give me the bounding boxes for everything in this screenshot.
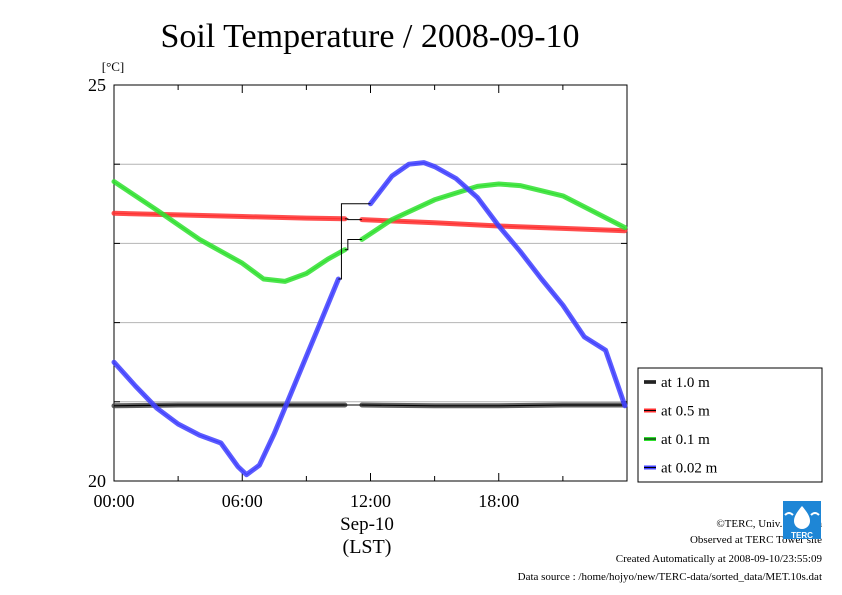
- series-core-3: [361, 183, 626, 240]
- y-tick-label: 20: [88, 471, 106, 491]
- x-axis-unit-label: (LST): [343, 536, 392, 558]
- series-core-1: [361, 404, 625, 407]
- legend-label: at 0.1 m: [661, 432, 710, 448]
- series-line-3: [111, 179, 348, 284]
- chart-title: Soil Temperature / 2008-09-10: [160, 18, 579, 55]
- x-tick-label: 06:00: [222, 491, 263, 511]
- legend-label: at 1.0 m: [661, 375, 710, 391]
- series-core-3: [113, 181, 346, 282]
- series-lines: [111, 160, 628, 478]
- data-source-text: Data source : /home/hojyo/new/TERC-data/…: [517, 571, 822, 583]
- x-ticks: 00:00 06:00 12:00 18:00: [93, 85, 628, 511]
- gap-connector: [344, 238, 362, 251]
- gridlines: [114, 163, 627, 403]
- gap-connector: [338, 203, 371, 280]
- legend-label: at 0.02 m: [661, 461, 718, 477]
- created-text: Created Automatically at 2008-09-10/23:5…: [615, 553, 822, 565]
- legend-box: [637, 367, 823, 483]
- plot-frame: [113, 84, 628, 482]
- x-tick-label: 18:00: [478, 491, 519, 511]
- legend-label: at 0.5 m: [661, 404, 710, 420]
- series-line-4: [111, 276, 341, 478]
- terc-logo: TERC: [783, 501, 821, 539]
- gap-connectors: [338, 203, 371, 406]
- y-axis-label: [°C]: [102, 59, 125, 74]
- gap-connector: [344, 218, 362, 221]
- series-core-4: [113, 278, 339, 476]
- legend: at 1.0 m at 0.5 m at 0.1 m at 0.02 m: [637, 367, 823, 483]
- series-core-2: [113, 212, 345, 220]
- series-core-4: [370, 162, 626, 406]
- x-tick-label: 12:00: [350, 491, 391, 511]
- y-tick-label: 25: [88, 75, 106, 95]
- series-line-4: [368, 160, 628, 409]
- x-tick-label: 00:00: [93, 491, 134, 511]
- logo-lettering: TERC: [791, 531, 813, 539]
- x-axis-date-label: Sep-10: [340, 514, 394, 535]
